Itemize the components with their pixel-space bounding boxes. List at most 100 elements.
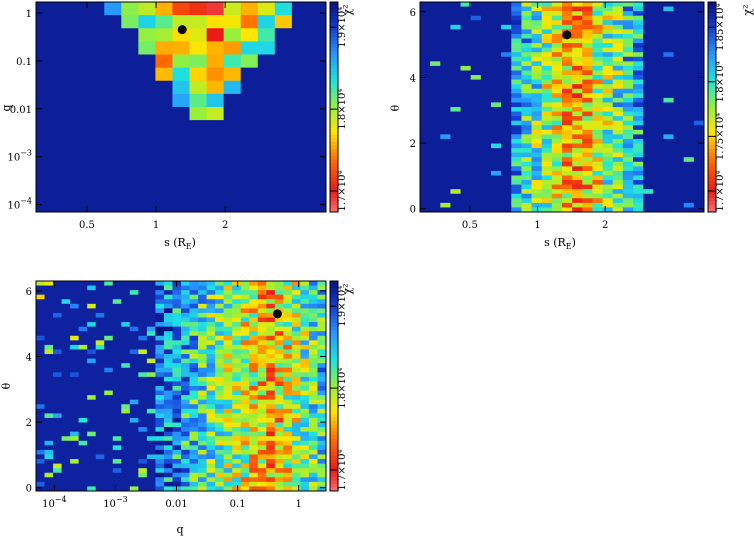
heatmap-cell [308,326,318,332]
heatmap-cell [274,335,284,341]
heatmap-cell [602,111,614,117]
heatmap-cell [673,207,685,213]
heatmap-cell [693,56,705,62]
heatmap-cell [163,358,173,364]
heatmap-cell [206,386,216,391]
heatmap-cell [300,436,310,442]
colorbar-swatch [708,75,716,80]
heatmap-cell [521,75,532,81]
heatmap-cell [440,70,451,76]
heatmap-cell [420,125,431,131]
heatmap-cell [104,454,114,460]
heatmap-cell [633,152,644,158]
heatmap-cell [541,157,553,163]
heatmap-cell [663,175,674,181]
heatmap-cell [633,180,644,186]
heatmap-cell [181,376,190,382]
heatmap-cell [146,386,156,391]
heatmap-cell [129,463,139,469]
heatmap-cell [592,33,603,39]
heatmap-cell [551,43,563,49]
heatmap-cell [450,116,461,122]
heatmap-cell [440,88,451,94]
heatmap-cell [155,422,165,428]
heatmap-cell [562,43,573,49]
colorbar-swatch [708,142,716,146]
heatmap-cell [129,290,139,296]
heatmap-cell [612,15,624,21]
heatmap-cell [663,43,674,49]
heatmap-cell [215,340,225,346]
heatmap-cell [61,481,71,487]
heatmap-cell [440,29,451,35]
heatmap-cell [53,326,62,332]
heatmap-cell [582,202,593,208]
colorbar-swatch [330,100,338,104]
heatmap-cell [562,134,573,140]
heatmap-cell [36,472,45,478]
heatmap-cell [215,317,225,323]
heatmap-cell [87,431,97,437]
heatmap-cell [104,417,114,423]
heatmap-cell [257,299,267,305]
heatmap-cell [693,33,705,39]
heatmap-cell [257,363,267,369]
heatmap-cell [121,172,139,187]
heatmap-cell [257,335,267,341]
heatmap-cell [480,157,492,163]
heatmap-cell [172,159,190,174]
heatmap-cell [460,61,472,67]
heatmap-cell [562,70,573,76]
heatmap-cell [673,97,685,103]
x-tick-label: 1 [296,499,302,510]
heatmap-cell [61,454,71,460]
heatmap-cell [308,41,327,55]
heatmap-cell [300,395,310,401]
heatmap-cell [189,481,199,487]
heatmap-cell [291,445,301,451]
heatmap-cell [308,449,318,455]
y-tick-label: 10−3 [7,149,32,164]
heatmap-cell [121,486,131,492]
heatmap-cell [121,146,139,160]
heatmap-cell [206,486,216,492]
heatmap-cell [420,152,431,158]
heatmap-cell [61,331,71,337]
heatmap-cell [622,148,634,154]
heatmap-cell [189,436,199,442]
heatmap-cell [653,152,664,158]
heatmap-cell [95,367,105,373]
heatmap-cell [491,161,502,167]
heatmap-cell [104,404,114,410]
heatmap-cell [189,299,199,305]
heatmap-cell [308,463,318,469]
heatmap-cell [308,303,318,309]
heatmap-cell [291,477,301,483]
heatmap-cell [491,184,502,190]
heatmap-cell [531,97,543,103]
heatmap-cell [104,133,122,147]
heatmap-cell [501,84,512,90]
heatmap-cell [232,367,242,373]
heatmap-cell [198,459,207,465]
heatmap-cell [240,477,250,483]
heatmap-cell [683,107,695,112]
heatmap-cell [181,477,190,483]
heatmap-cell [112,395,122,401]
heatmap-cell [633,75,644,81]
heatmap-cell [61,344,71,350]
heatmap-cell [78,317,88,323]
heatmap-cell [181,404,190,410]
heatmap-cell [612,175,624,181]
heatmap-cell [44,331,54,337]
heatmap-cell [673,47,685,53]
heatmap-cell [551,111,563,117]
heatmap-cell [78,308,88,314]
heatmap-cell [104,354,114,360]
heatmap-cell [232,449,242,455]
heatmap-cell [683,166,695,172]
heatmap-cell [44,459,54,465]
heatmap-cell [440,15,451,21]
heatmap-cell [582,15,593,21]
heatmap-cell [36,404,45,410]
